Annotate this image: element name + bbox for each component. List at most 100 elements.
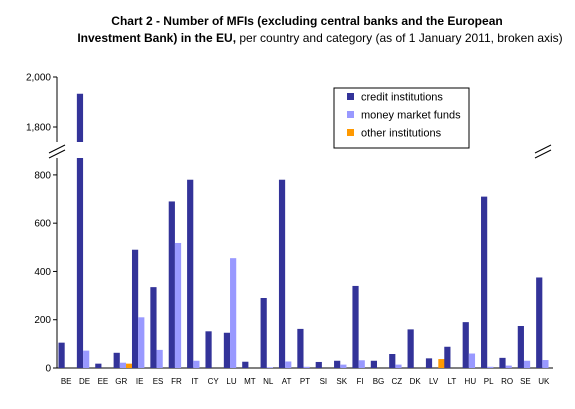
bar-credit-institutions-FR (168, 201, 175, 368)
bar-credit-institutions-PT (297, 328, 304, 368)
bar-credit-institutions-CZ (389, 354, 396, 368)
x-tick-label: DE (79, 377, 90, 386)
bar-money-market-funds-IE (138, 317, 145, 368)
x-tick-label: PT (300, 377, 310, 386)
bar-credit-institutions-DE-lower (76, 158, 84, 368)
bar-credit-institutions-SI (315, 361, 322, 368)
chart-title-line-1: Chart 2 - Number of MFIs (excluding cent… (111, 14, 502, 28)
axis-break-mark (48, 149, 66, 159)
bar-credit-institutions-AT (278, 179, 286, 368)
x-tick-label: EE (98, 377, 109, 386)
bar-credit-institutions-EE (95, 363, 102, 368)
bar-money-market-funds-PL (487, 366, 494, 368)
axis-break-mark (534, 149, 552, 159)
bar-money-market-funds-SK (340, 364, 347, 368)
legend-swatch (347, 129, 354, 136)
x-tick-label: GR (115, 377, 127, 386)
legend-label: money market funds (361, 110, 461, 122)
x-tick-label: DK (410, 377, 422, 386)
bar-money-market-funds-ES (156, 349, 163, 368)
bar-money-market-funds-IT (193, 360, 200, 368)
bar-credit-institutions-RO (499, 357, 506, 368)
bar-credit-institutions-BG (370, 360, 377, 368)
x-tick-label: BE (61, 377, 72, 386)
x-tick-label: SI (320, 377, 328, 386)
legend-label: credit institutions (361, 92, 443, 104)
bar-money-market-funds-LU (230, 258, 237, 368)
y-tick-label: 200 (34, 315, 51, 326)
x-tick-label: RO (501, 377, 513, 386)
bar-credit-institutions-LT (444, 346, 451, 368)
x-tick-label: FR (171, 377, 182, 386)
plot-area: 0 200 400 600 800 1,800 2,000 BE DE EE GR IE ES FR IT C… (26, 73, 553, 386)
bar-money-market-funds-UK (542, 360, 549, 368)
x-tick-label: MT (244, 377, 256, 386)
bar-money-market-funds-HU (468, 353, 476, 368)
x-tick-label: PL (484, 377, 494, 386)
bar-credit-institutions-GR (113, 352, 120, 368)
x-tick-label: LT (448, 377, 457, 386)
chart-title-bold-part: Investment Bank) in the EU, (77, 31, 236, 45)
bar-credit-institutions-BE (58, 342, 65, 368)
bar-money-market-funds-AT (285, 361, 292, 368)
y-tick-label: 600 (34, 219, 51, 230)
x-tick-label: CZ (392, 377, 403, 386)
bar-money-market-funds-FR (174, 242, 182, 368)
bar-credit-institutions-SK (334, 360, 341, 368)
y-tick-label: 800 (34, 170, 51, 181)
x-tick-label: NL (263, 377, 274, 386)
bar-credit-institutions-DK (407, 329, 414, 368)
x-tick-label: CY (208, 377, 220, 386)
bar-credit-institutions-NL (260, 298, 267, 368)
bar-credit-institutions-LU (223, 332, 231, 368)
x-tick-label: IE (136, 377, 144, 386)
x-tick-label: UK (538, 377, 550, 386)
x-tick-label: ES (153, 377, 164, 386)
legend-swatch (347, 93, 354, 100)
x-tick-label: FI (357, 377, 364, 386)
legend-box (333, 87, 470, 149)
legend-label: other institutions (361, 128, 442, 140)
x-tick-label: SE (520, 377, 531, 386)
bar-credit-institutions-PL (481, 196, 488, 368)
bar-credit-institutions-ES (150, 287, 157, 368)
x-tick-label: LU (226, 377, 236, 386)
bar-credit-institutions-CY (205, 331, 212, 368)
axis-break-mark (534, 144, 552, 154)
bar-credit-institutions-MT (242, 361, 249, 368)
bar-money-market-funds-CZ (395, 364, 402, 368)
bar-credit-institutions-HU (462, 322, 469, 368)
bar-credit-institutions-DE-upper (76, 93, 84, 142)
y-tick-label: 400 (34, 267, 51, 278)
bar-credit-institutions-IE (131, 249, 139, 368)
y-tick-label: 2,000 (26, 73, 51, 84)
x-tick-label: LV (429, 377, 439, 386)
legend: credit institutions money market funds oth… (333, 87, 470, 149)
bar-money-market-funds-SE (523, 360, 531, 368)
x-tick-label: SK (336, 377, 347, 386)
bar-money-market-funds-FI (358, 360, 365, 368)
bar-credit-institutions-FI (352, 285, 359, 368)
bar-money-market-funds-DE (83, 350, 90, 368)
bar-credit-institutions-SE (517, 326, 524, 368)
legend-swatch (347, 111, 354, 118)
x-tick-label: IT (191, 377, 198, 386)
x-tick-label: BG (373, 377, 385, 386)
bar-credit-institutions-UK (536, 277, 543, 368)
bar-credit-institutions-IT (187, 179, 194, 368)
bar-money-market-funds-RO (505, 365, 512, 368)
chart-title-rest: per country and category (as of 1 Januar… (236, 31, 563, 45)
bar-money-market-funds-GR (119, 362, 127, 368)
bar-money-market-funds-PT (303, 366, 310, 368)
x-tick-label: HU (465, 377, 477, 386)
axis-break-mark (48, 144, 66, 154)
bar-credit-institutions-LV (425, 358, 433, 368)
bar-money-market-funds-NL (266, 367, 273, 368)
chart-title-line-2: Investment Bank) in the EU, per country … (77, 31, 562, 45)
y-tick-label: 0 (45, 364, 51, 375)
y-tick-label: 1,800 (26, 123, 51, 134)
x-tick-label: AT (282, 377, 292, 386)
bar-other-institutions-LV (438, 359, 445, 368)
bar-other-institutions-GR (126, 363, 133, 368)
